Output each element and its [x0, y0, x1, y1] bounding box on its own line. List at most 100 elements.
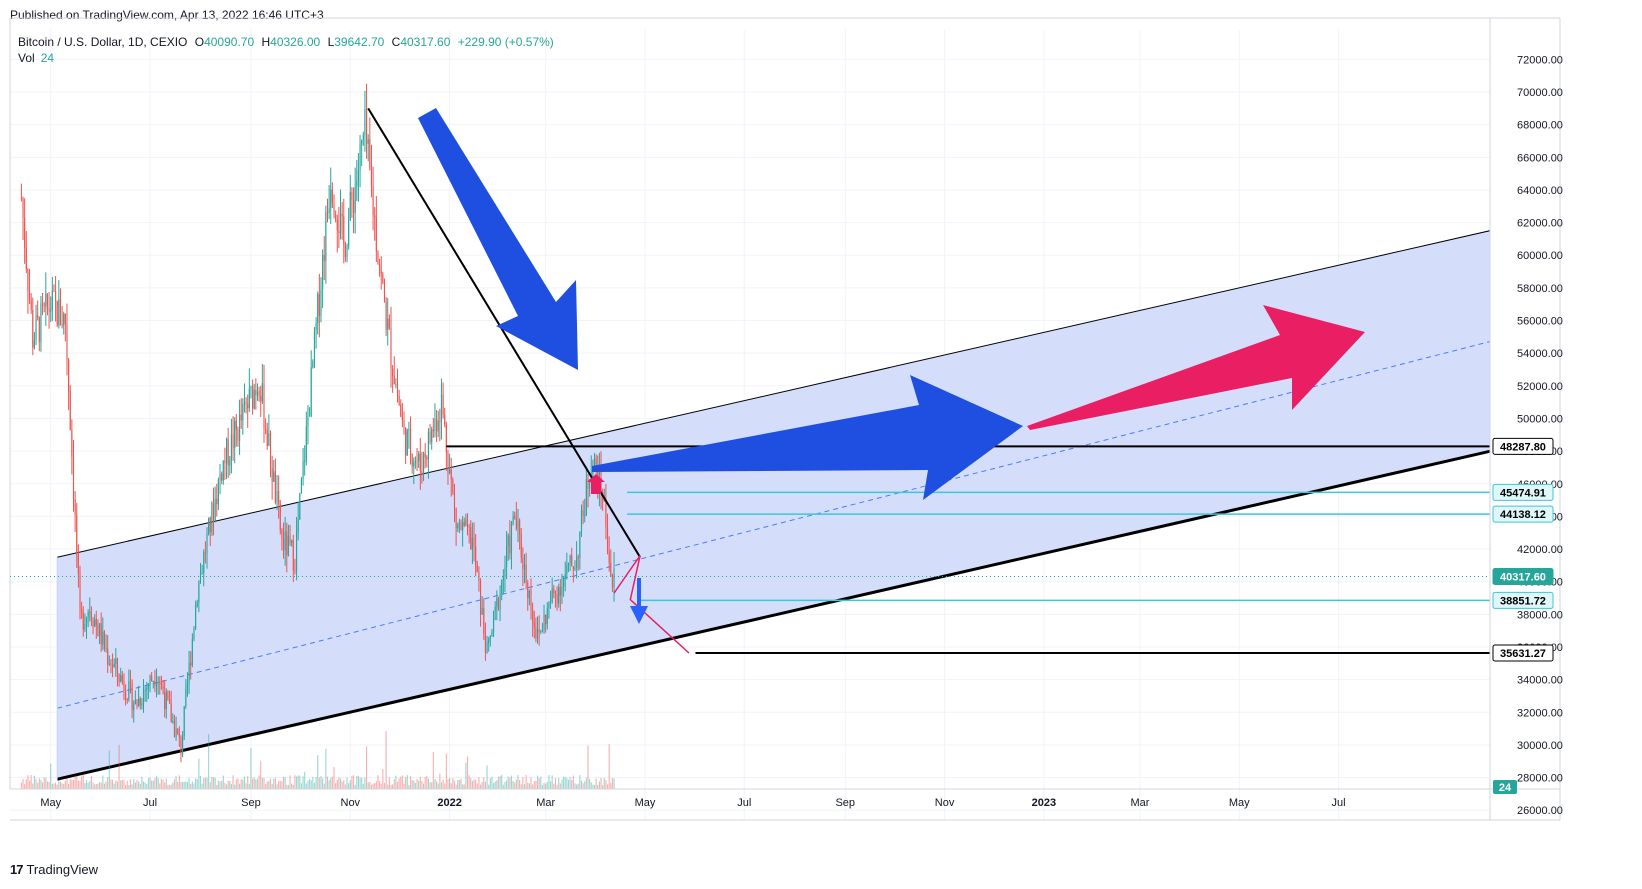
candle-body [276, 491, 278, 503]
candle [58, 280, 60, 329]
candle [230, 418, 232, 474]
candle [379, 258, 381, 277]
candle [121, 671, 123, 685]
price-tick-label: 54000.00 [1517, 348, 1563, 360]
volume-bar [388, 777, 390, 789]
volume-bar [462, 784, 464, 789]
candle-body [427, 432, 430, 460]
candle [455, 507, 457, 546]
candle [349, 175, 351, 221]
candle [265, 418, 267, 435]
candle [100, 612, 102, 652]
candle [491, 628, 493, 637]
close-label: C [391, 35, 401, 49]
volume-bar [447, 779, 449, 789]
candle [71, 419, 73, 475]
candle-body [414, 460, 416, 463]
volume-bar [315, 776, 317, 789]
volume-badge-box [1493, 780, 1517, 794]
volume-bar [603, 777, 605, 789]
candle [502, 569, 504, 595]
candle-body [606, 526, 609, 552]
candle-body [204, 552, 206, 554]
candle [380, 256, 382, 290]
volume-bar [222, 775, 224, 789]
candle [486, 635, 488, 654]
volume-label[interactable]: Vol [18, 51, 35, 65]
candle [398, 389, 400, 406]
candle [323, 235, 325, 281]
candle-body [554, 593, 557, 595]
candle-body [608, 551, 610, 563]
candle [74, 491, 76, 533]
candle-body [292, 540, 294, 571]
volume-bar [95, 783, 97, 789]
price-tick-label: 64000.00 [1517, 185, 1563, 197]
volume-bar [554, 777, 557, 789]
candle-body [206, 533, 208, 554]
price-tick-label: 34000.00 [1517, 675, 1563, 687]
candle [307, 405, 309, 445]
candle-body [188, 662, 190, 684]
candle [102, 617, 104, 651]
candle-body [268, 433, 270, 446]
volume-bar [126, 780, 128, 789]
candle [369, 117, 371, 171]
candle-body [193, 628, 195, 639]
candle [235, 413, 237, 447]
candle [499, 585, 501, 622]
candle-body [94, 619, 96, 627]
candle [146, 681, 148, 702]
big-right-arrow-icon [592, 375, 1023, 500]
candle-body [219, 473, 221, 480]
volume-bar [219, 781, 221, 789]
candle [152, 680, 154, 689]
candle [463, 517, 465, 528]
candle-body [242, 404, 244, 421]
candle [532, 602, 534, 637]
volume-bar [260, 760, 262, 789]
volume-bar [217, 780, 219, 789]
candle [191, 633, 193, 668]
symbol-label[interactable]: Bitcoin / U.S. Dollar, 1D, CEXIO [18, 35, 188, 49]
volume-bar [84, 782, 86, 789]
candle-body [286, 531, 288, 556]
candle [406, 428, 408, 456]
candle-body [549, 602, 552, 603]
candle [362, 131, 364, 146]
volume-bar [300, 783, 303, 789]
volume-bar [390, 784, 392, 789]
candle [419, 437, 421, 490]
candle [338, 206, 340, 249]
candle-body [40, 303, 42, 342]
candle [278, 475, 280, 519]
candle [393, 356, 395, 385]
candle-body [328, 208, 330, 213]
candle [260, 385, 262, 417]
candle [458, 518, 460, 534]
candle-body [310, 367, 312, 416]
candle [76, 502, 78, 568]
candle-body [284, 531, 286, 551]
candle-body [108, 663, 110, 665]
volume-bar [549, 781, 552, 789]
candle [405, 427, 407, 465]
candle-body [113, 663, 115, 667]
tradingview-logo-icon[interactable]: 17 [10, 862, 24, 877]
candle [580, 504, 583, 537]
tradingview-brand[interactable]: TradingView [26, 862, 99, 877]
volume-bar [361, 777, 363, 789]
candle-body [196, 602, 198, 607]
candle-body [216, 498, 218, 505]
candle-body [28, 291, 31, 300]
candle [309, 407, 311, 417]
candle-body [338, 230, 340, 234]
volume-bar [98, 782, 101, 789]
volume-bar [59, 781, 62, 789]
candle [168, 690, 171, 704]
candles [20, 83, 615, 763]
volume-bar [527, 782, 529, 789]
candle [129, 669, 132, 694]
candle-body [87, 612, 89, 617]
